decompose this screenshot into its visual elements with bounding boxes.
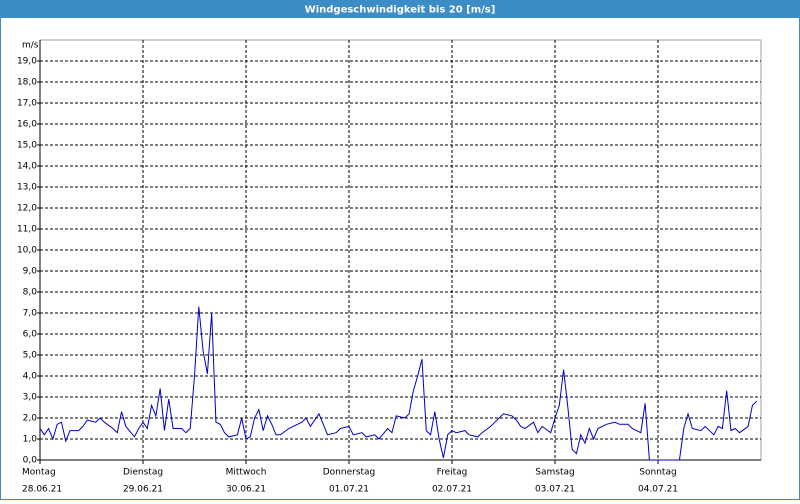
y-tick-label: 13,0 <box>17 183 37 193</box>
x-tick-label: Mittwoch <box>226 468 267 478</box>
x-tick-date: 30.06.21 <box>226 485 266 495</box>
x-tick-date: 29.06.21 <box>123 485 163 495</box>
x-tick-date: 28.06.21 <box>22 485 62 495</box>
y-tick-label: 12,0 <box>17 204 37 214</box>
y-tick-label: 7,0 <box>23 309 38 319</box>
y-tick-label: 1,0 <box>23 435 38 445</box>
y-tick-label: 15,0 <box>17 141 37 151</box>
chart-title: Windgeschwindigkeit bis 20 [m/s] <box>305 5 496 16</box>
x-tick-date: 04.07.21 <box>638 485 678 495</box>
x-tick-label: Montag <box>22 468 56 478</box>
x-tick-date: 03.07.21 <box>535 485 575 495</box>
y-tick-label: 14,0 <box>17 162 37 172</box>
title-bar <box>0 0 800 18</box>
y-tick-label: 3,0 <box>23 393 38 403</box>
y-tick-label: 17,0 <box>17 99 37 109</box>
x-tick-label: Donnerstag <box>323 468 376 478</box>
y-axis-label: m/s <box>22 41 39 51</box>
y-tick-label: 11,0 <box>17 225 37 235</box>
x-tick-label: Sonntag <box>639 468 676 478</box>
x-tick-date: 01.07.21 <box>329 485 369 495</box>
y-tick-label: 9,0 <box>23 267 38 277</box>
x-tick-label: Dienstag <box>123 468 163 478</box>
y-tick-label: 5,0 <box>23 351 38 361</box>
y-tick-label: 0,0 <box>23 456 38 466</box>
y-tick-label: 4,0 <box>23 372 38 382</box>
y-tick-label: 8,0 <box>23 288 38 298</box>
x-tick-date: 02.07.21 <box>432 485 472 495</box>
y-tick-label: 10,0 <box>17 246 37 256</box>
y-tick-label: 16,0 <box>17 120 37 130</box>
y-tick-label: 19,0 <box>17 57 37 67</box>
x-tick-label: Samstag <box>535 468 574 478</box>
y-tick-label: 6,0 <box>23 330 38 340</box>
wind-speed-line <box>39 306 758 461</box>
y-tick-label: 2,0 <box>23 414 38 424</box>
y-tick-label: 18,0 <box>17 78 37 88</box>
x-tick-label: Freitag <box>437 468 468 478</box>
